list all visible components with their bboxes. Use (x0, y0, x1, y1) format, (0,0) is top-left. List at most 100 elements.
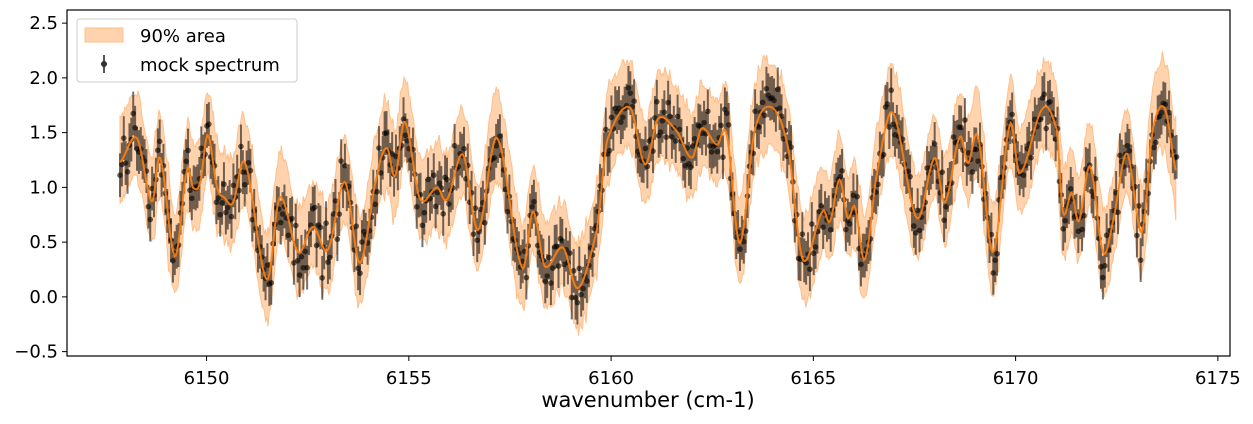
x-tick-label: 6160 (588, 368, 634, 389)
data-point (576, 246, 583, 291)
point-marker (939, 169, 946, 175)
point-marker (332, 198, 339, 204)
data-point (888, 68, 894, 113)
point-marker (311, 204, 318, 211)
point-marker (854, 193, 860, 200)
data-point (311, 185, 318, 230)
data-point (808, 202, 815, 246)
point-marker (650, 148, 656, 154)
point-marker (808, 221, 815, 227)
point-marker (807, 266, 813, 273)
point-marker (576, 265, 583, 272)
x-tick-label: 6175 (1195, 368, 1241, 389)
legend-band-swatch (84, 27, 124, 43)
data-point (661, 90, 668, 135)
data-point (357, 251, 363, 296)
point-marker (376, 145, 382, 151)
point-marker (342, 162, 348, 169)
x-axis-label: wavenumber (cm-1) (541, 388, 754, 412)
model-line (119, 105, 1177, 290)
point-marker (247, 167, 254, 174)
data-point (342, 143, 348, 188)
point-marker (1081, 212, 1087, 219)
point-marker (317, 224, 324, 231)
point-marker (470, 231, 477, 237)
point-marker (1043, 125, 1049, 132)
point-marker (120, 135, 127, 141)
model-layer (119, 105, 1177, 290)
point-marker (718, 122, 724, 129)
point-marker (461, 145, 467, 152)
point-marker (788, 144, 794, 150)
data-point (1153, 120, 1159, 165)
point-marker (1134, 232, 1140, 239)
point-marker (880, 151, 887, 158)
point-marker (1137, 257, 1144, 263)
point-marker (720, 154, 726, 161)
point-marker (221, 181, 227, 187)
point-marker (888, 87, 894, 94)
data-point (323, 201, 329, 246)
data-point (705, 89, 711, 134)
data-point (461, 126, 467, 171)
legend-label-band: 90% area (140, 26, 226, 47)
point-marker (875, 181, 881, 188)
point-marker (523, 274, 530, 281)
point-marker (228, 213, 235, 220)
data-point (570, 248, 577, 293)
point-marker (374, 188, 380, 195)
point-marker (206, 121, 212, 127)
point-marker (631, 98, 637, 104)
x-tick-label: 6165 (790, 368, 836, 389)
x-tick-label: 6170 (993, 368, 1039, 389)
point-marker (962, 117, 968, 123)
axes-frame (66, 9, 1231, 357)
data-point (962, 98, 968, 142)
y-axis: −0.5 0.0 0.5 1.0 1.5 2.0 2.5 (14, 13, 67, 363)
y-tick-label: 0.0 (29, 287, 58, 308)
point-marker (124, 169, 131, 175)
data-point (672, 119, 679, 163)
point-marker (472, 205, 479, 211)
x-axis: 6150 6155 6160 6165 6170 6175 (184, 356, 1241, 389)
x-tick-label: 6155 (386, 368, 432, 389)
point-marker (338, 158, 344, 164)
data-point (319, 255, 326, 300)
data-point (120, 116, 127, 161)
x-tick-label: 6150 (184, 368, 230, 389)
point-marker (1135, 203, 1142, 209)
point-marker (1173, 154, 1180, 160)
data-point (1173, 134, 1180, 179)
point-marker (444, 176, 450, 183)
data-point (720, 135, 726, 180)
y-tick-label: 2.0 (29, 68, 58, 89)
data-point (353, 204, 360, 249)
data-point (523, 255, 530, 300)
point-marker (1115, 209, 1121, 215)
data-point (1043, 106, 1049, 151)
point-marker (430, 172, 437, 179)
data-point (481, 200, 488, 245)
y-tick-label: 1.0 (29, 177, 58, 198)
point-marker (268, 280, 275, 286)
data-point (185, 128, 191, 173)
data-point (1081, 193, 1087, 238)
point-marker (236, 187, 242, 194)
point-marker (334, 236, 341, 243)
point-marker (994, 250, 1000, 257)
point-marker (799, 231, 806, 237)
data-point (156, 119, 163, 164)
data-point (939, 150, 946, 195)
point-marker (185, 147, 191, 154)
point-marker (1009, 111, 1015, 118)
point-marker (156, 138, 163, 145)
point-marker (1028, 154, 1034, 161)
data-point (334, 217, 341, 262)
point-marker (705, 108, 711, 115)
data-point (654, 79, 660, 124)
y-tick-label: 0.5 (29, 232, 58, 253)
point-marker (672, 138, 679, 144)
point-marker (147, 216, 154, 223)
data-point (1101, 243, 1108, 288)
data-point (1041, 72, 1048, 117)
